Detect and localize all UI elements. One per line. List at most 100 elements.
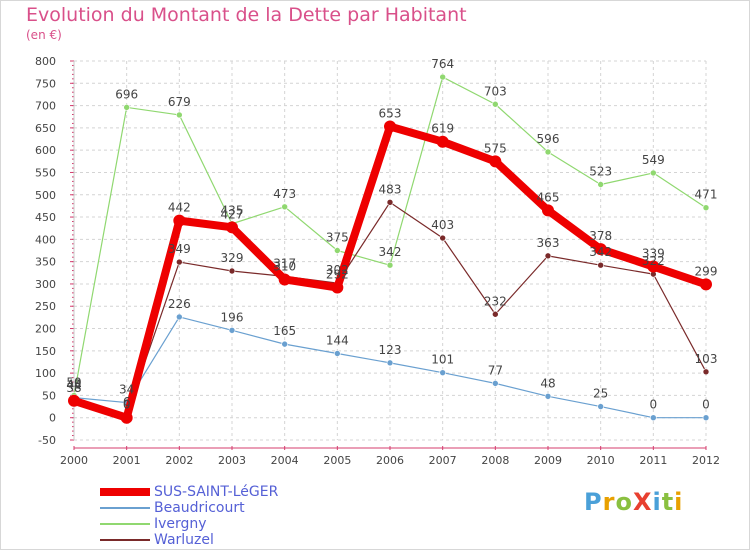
data-label: 165 xyxy=(273,324,296,338)
data-label: 375 xyxy=(326,231,349,245)
y-tick-label: 700 xyxy=(35,100,56,113)
data-point xyxy=(386,199,394,206)
data-point xyxy=(597,181,604,188)
y-tick-label: 250 xyxy=(35,300,56,313)
logo-letter: X xyxy=(632,488,653,516)
y-tick-label: 450 xyxy=(35,211,56,224)
data-point xyxy=(334,350,341,357)
data-label: 653 xyxy=(379,107,402,121)
data-label: 696 xyxy=(115,87,138,101)
x-tick-label: 2008 xyxy=(481,454,509,467)
y-tick-label: 300 xyxy=(35,278,56,291)
data-label: 427 xyxy=(221,207,244,221)
data-point xyxy=(386,359,394,367)
data-label: 317 xyxy=(273,256,296,270)
data-label: 101 xyxy=(431,353,454,367)
data-label: 292 xyxy=(326,268,349,282)
data-label: 0 xyxy=(650,398,658,412)
data-label: 196 xyxy=(221,310,244,324)
data-label: 299 xyxy=(695,264,718,278)
data-label: 483 xyxy=(379,182,402,196)
x-tick-label: 2001 xyxy=(113,454,141,467)
data-point xyxy=(702,204,710,211)
data-label: 403 xyxy=(431,218,454,232)
data-label: 38 xyxy=(66,381,81,395)
data-point xyxy=(492,100,499,108)
data-point xyxy=(176,313,183,321)
data-label: 679 xyxy=(168,95,191,109)
data-label: 322 xyxy=(642,254,665,268)
data-point xyxy=(492,380,499,387)
x-tick-label: 2012 xyxy=(692,454,720,467)
y-tick-label: 150 xyxy=(35,345,56,358)
data-label: 144 xyxy=(326,333,349,347)
proxiti-logo: ProXiti xyxy=(584,488,683,516)
axes: -500501001502002503003504004505005506006… xyxy=(35,55,720,467)
data-point xyxy=(702,368,710,376)
data-point xyxy=(544,252,552,260)
data-label: 302 xyxy=(326,263,349,277)
y-tick-label: 350 xyxy=(35,256,56,269)
data-label: 523 xyxy=(589,165,612,179)
data-point xyxy=(386,261,394,269)
data-point xyxy=(176,258,183,266)
legend-label: Beaudricourt xyxy=(154,500,245,516)
x-tick-label: 2007 xyxy=(429,454,457,467)
data-label: 342 xyxy=(589,245,612,259)
x-tick-label: 2011 xyxy=(639,454,667,467)
y-tick-label: 600 xyxy=(35,144,56,157)
chart-title: Evolution du Montant de la Dette par Hab… xyxy=(26,4,467,26)
y-tick-label: -50 xyxy=(38,434,56,447)
data-point xyxy=(702,414,710,422)
data-point xyxy=(594,243,607,256)
data-label: 45 xyxy=(66,378,81,392)
x-tick-label: 2006 xyxy=(376,454,404,467)
x-tick-label: 2000 xyxy=(60,454,88,467)
logo-letter: t xyxy=(661,488,675,516)
data-label: 465 xyxy=(537,190,560,204)
series-layer xyxy=(68,73,712,424)
y-tick-label: 400 xyxy=(35,233,56,246)
data-label: 77 xyxy=(488,363,503,377)
data-point xyxy=(228,327,236,334)
data-point xyxy=(542,204,554,217)
series-0 xyxy=(68,120,712,424)
data-point xyxy=(700,278,712,291)
logo-letter: r xyxy=(602,488,616,516)
data-point xyxy=(176,111,183,119)
data-point xyxy=(650,414,657,422)
data-point xyxy=(331,281,344,294)
data-label: 378 xyxy=(589,229,612,243)
y-tick-label: 100 xyxy=(35,367,56,380)
data-label: 442 xyxy=(168,201,191,215)
data-point xyxy=(492,310,499,318)
data-label: 471 xyxy=(695,188,718,202)
y-tick-label: 650 xyxy=(35,122,56,135)
data-label: 596 xyxy=(537,132,560,146)
x-tick-label: 2009 xyxy=(534,454,562,467)
data-label: 0 xyxy=(702,398,710,412)
logo-letter: i xyxy=(652,488,662,516)
data-label: 473 xyxy=(273,187,296,201)
legend-label: SUS-SAINT-LéGER xyxy=(154,484,279,500)
y-tick-label: 0 xyxy=(49,412,56,425)
legend-swatch xyxy=(100,539,150,541)
legend-label: Ivergny xyxy=(154,516,207,532)
data-label: 232 xyxy=(484,294,507,308)
data-label: 435 xyxy=(221,204,244,218)
data-label: 0 xyxy=(123,398,131,412)
data-point xyxy=(439,369,446,376)
data-point xyxy=(544,148,552,156)
data-label: 226 xyxy=(168,297,191,311)
data-point xyxy=(384,120,396,133)
legend-label: Warluzel xyxy=(154,532,214,548)
data-label: 342 xyxy=(379,245,402,259)
data-point xyxy=(436,135,449,148)
x-tick-label: 2004 xyxy=(271,454,299,467)
x-tick-label: 2002 xyxy=(165,454,193,467)
data-label: 50 xyxy=(66,375,81,389)
x-tick-label: 2005 xyxy=(323,454,351,467)
data-label: 619 xyxy=(431,122,454,136)
data-point xyxy=(281,340,288,348)
data-point xyxy=(228,267,236,275)
